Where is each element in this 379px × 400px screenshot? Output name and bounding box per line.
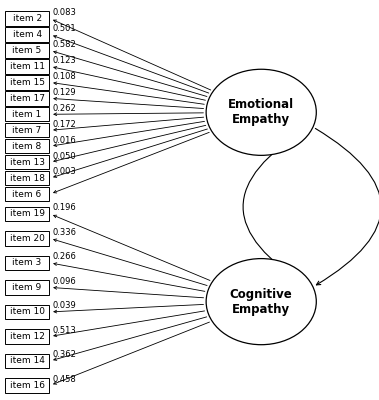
- FancyBboxPatch shape: [5, 256, 49, 270]
- Ellipse shape: [206, 69, 316, 155]
- Text: item 10: item 10: [9, 307, 45, 316]
- FancyBboxPatch shape: [5, 12, 49, 26]
- Text: 0.196: 0.196: [52, 203, 76, 212]
- Text: item 6: item 6: [13, 190, 42, 198]
- Text: 0.172: 0.172: [52, 120, 76, 129]
- Text: item 16: item 16: [9, 381, 45, 390]
- Text: 0.266: 0.266: [52, 252, 76, 261]
- FancyBboxPatch shape: [5, 107, 49, 122]
- FancyBboxPatch shape: [5, 280, 49, 294]
- Text: 0.039: 0.039: [52, 301, 76, 310]
- Text: Emotional
Empathy: Emotional Empathy: [228, 98, 294, 126]
- FancyBboxPatch shape: [5, 354, 49, 368]
- Text: 0.262: 0.262: [52, 104, 76, 113]
- Text: item 9: item 9: [13, 283, 42, 292]
- Ellipse shape: [206, 258, 316, 345]
- FancyBboxPatch shape: [5, 155, 49, 169]
- FancyBboxPatch shape: [5, 75, 49, 90]
- FancyBboxPatch shape: [5, 123, 49, 138]
- FancyBboxPatch shape: [5, 171, 49, 185]
- Text: item 2: item 2: [13, 14, 42, 23]
- Text: item 19: item 19: [9, 210, 45, 218]
- Text: item 11: item 11: [9, 62, 45, 71]
- Text: item 8: item 8: [13, 142, 42, 151]
- Text: item 20: item 20: [10, 234, 45, 243]
- FancyBboxPatch shape: [5, 305, 49, 319]
- Text: 0.362: 0.362: [52, 350, 76, 359]
- FancyBboxPatch shape: [5, 378, 49, 392]
- Text: 0.513: 0.513: [52, 326, 76, 335]
- Text: 0.003: 0.003: [52, 168, 76, 176]
- FancyBboxPatch shape: [5, 91, 49, 106]
- FancyBboxPatch shape: [5, 43, 49, 58]
- Text: item 7: item 7: [13, 126, 42, 135]
- FancyBboxPatch shape: [5, 59, 49, 74]
- Text: Cognitive
Empathy: Cognitive Empathy: [230, 288, 293, 316]
- FancyBboxPatch shape: [5, 329, 49, 344]
- FancyBboxPatch shape: [5, 28, 49, 42]
- Text: 0.108: 0.108: [52, 72, 76, 81]
- Text: 0.458: 0.458: [52, 375, 76, 384]
- Text: item 14: item 14: [10, 356, 45, 365]
- Text: item 1: item 1: [13, 110, 42, 119]
- FancyBboxPatch shape: [5, 231, 49, 246]
- Text: item 4: item 4: [13, 30, 42, 39]
- Text: item 5: item 5: [13, 46, 42, 55]
- Text: 0.050: 0.050: [52, 152, 76, 160]
- Text: item 12: item 12: [10, 332, 45, 341]
- FancyBboxPatch shape: [5, 139, 49, 153]
- Text: 0.129: 0.129: [52, 88, 76, 97]
- Text: item 13: item 13: [9, 158, 45, 167]
- FancyBboxPatch shape: [5, 207, 49, 221]
- Text: item 18: item 18: [9, 174, 45, 182]
- Text: 0.016: 0.016: [52, 136, 76, 144]
- Text: 0.123: 0.123: [52, 56, 76, 65]
- Text: item 17: item 17: [9, 94, 45, 103]
- Text: 0.083: 0.083: [52, 8, 76, 17]
- Text: 0.501: 0.501: [52, 24, 76, 33]
- Text: 0.582: 0.582: [52, 40, 76, 49]
- Text: item 3: item 3: [13, 258, 42, 268]
- Text: item 15: item 15: [9, 78, 45, 87]
- FancyBboxPatch shape: [5, 187, 49, 201]
- Text: 0.336: 0.336: [52, 228, 76, 237]
- Text: 0.096: 0.096: [52, 277, 76, 286]
